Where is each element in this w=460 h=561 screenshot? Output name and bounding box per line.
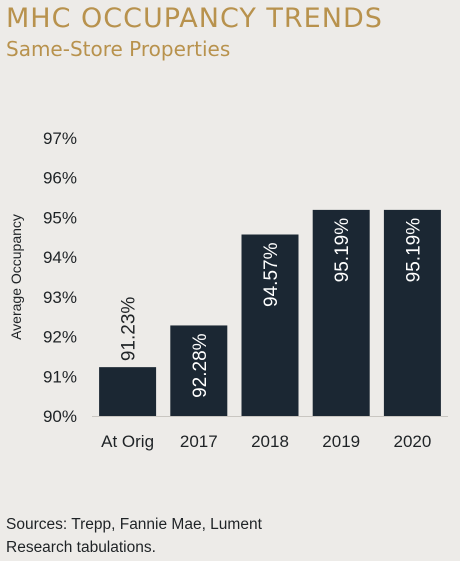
bar-chart: 90% 91% 92% 93% 94% 95% 96% 97% 91.23% 92.28% 94.… (8, 129, 448, 451)
bar (241, 234, 299, 416)
x-axis-ticks: At Orig 2017 2018 2019 2020 (101, 432, 431, 451)
x-tick-label: 2018 (251, 432, 289, 451)
bar (383, 209, 441, 416)
y-tick-label: 91% (43, 367, 77, 386)
bar-value-label: 94.57% (261, 242, 282, 307)
bar-value-label: 91.23% (119, 297, 140, 362)
x-tick-label: 2019 (322, 432, 360, 451)
bars (99, 209, 441, 416)
bar (312, 209, 370, 416)
y-axis-label: Average Occupancy (8, 214, 24, 340)
bar (99, 367, 157, 416)
y-tick-label: 97% (43, 129, 77, 148)
y-tick-label: 92% (43, 328, 77, 347)
y-axis-ticks: 90% 91% 92% 93% 94% 95% 96% 97% (43, 129, 77, 426)
y-tick-label: 95% (43, 208, 77, 227)
x-tick-label: 2020 (393, 432, 431, 451)
bar-value-label: 95.19% (403, 218, 424, 283)
x-tick-label: 2017 (180, 432, 218, 451)
y-tick-label: 93% (43, 288, 77, 307)
chart-subtitle: Same-Store Properties (6, 37, 231, 61)
y-tick-label: 96% (43, 169, 77, 188)
chart-title: MHC OCCUPANCY TRENDS (6, 3, 383, 34)
y-tick-label: 94% (43, 248, 77, 267)
bar (170, 325, 228, 416)
bar-data-labels: 91.23% 92.28% 94.57% 95.19% 95.19% (119, 218, 425, 398)
x-tick-label: At Orig (101, 432, 154, 451)
source-note: Sources: Trepp, Fannie Mae, Lument Resea… (6, 516, 262, 556)
bar-value-label: 95.19% (332, 218, 353, 283)
y-tick-label: 90% (43, 407, 77, 426)
bar-value-label: 92.28% (190, 333, 211, 398)
